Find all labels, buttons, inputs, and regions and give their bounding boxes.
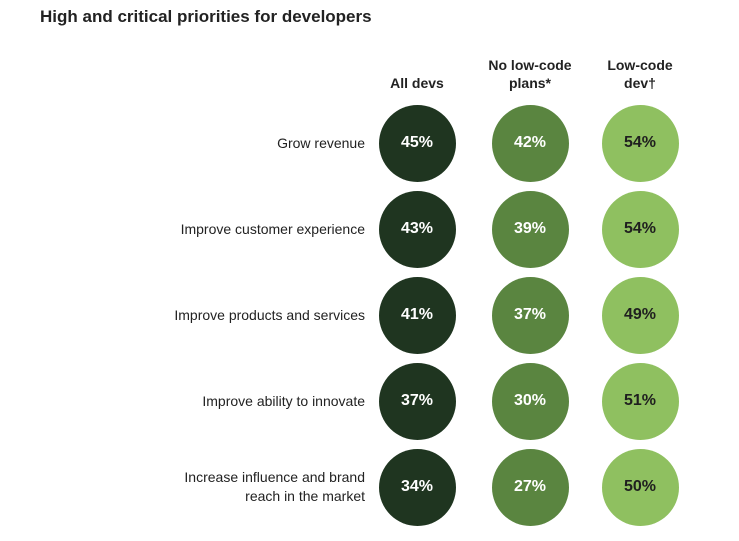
row-label-2: Improve customer experience	[135, 220, 365, 239]
value-circle: 30%	[491, 362, 569, 440]
row-label-line: Increase influence and brand	[184, 469, 365, 485]
row-label-5: Increase influence and brand reach in the…	[135, 468, 365, 506]
value-circle: 41%	[378, 276, 456, 354]
value-circle: 42%	[491, 104, 569, 182]
column-header-line: plans*	[508, 75, 551, 91]
column-header-line: All devs	[390, 75, 444, 91]
chart-title: High and critical priorities for develop…	[40, 7, 372, 26]
column-header-1: All devs	[362, 74, 472, 92]
row-label-3: Improve products and services	[135, 306, 365, 325]
column-header-2: No low-code plans*	[475, 56, 585, 92]
row-label-line: Improve products and services	[174, 306, 365, 323]
value-circle: 50%	[601, 448, 679, 526]
value-circle: 51%	[601, 362, 679, 440]
column-header-line: No low-code	[488, 57, 572, 73]
value-circle: 45%	[378, 104, 456, 182]
value-circle: 27%	[491, 448, 569, 526]
value-circle: 34%	[378, 448, 456, 526]
column-header-line: dev†	[624, 75, 656, 91]
row-label-line: Grow revenue	[277, 134, 365, 151]
value-circle: 39%	[491, 190, 569, 268]
row-label-line: Improve ability to innovate	[202, 392, 365, 409]
column-header-line: Low-code	[607, 57, 673, 73]
row-label-1: Grow revenue	[135, 134, 365, 153]
value-circle: 43%	[378, 190, 456, 268]
row-label-4: Improve ability to innovate	[135, 392, 365, 411]
value-circle: 37%	[378, 362, 456, 440]
row-label-line: reach in the market	[245, 488, 365, 504]
value-circle: 54%	[601, 190, 679, 268]
value-circle: 37%	[491, 276, 569, 354]
column-header-3: Low-code dev†	[585, 56, 695, 92]
value-circle: 49%	[601, 276, 679, 354]
value-circle: 54%	[601, 104, 679, 182]
row-label-line: Improve customer experience	[180, 220, 365, 237]
